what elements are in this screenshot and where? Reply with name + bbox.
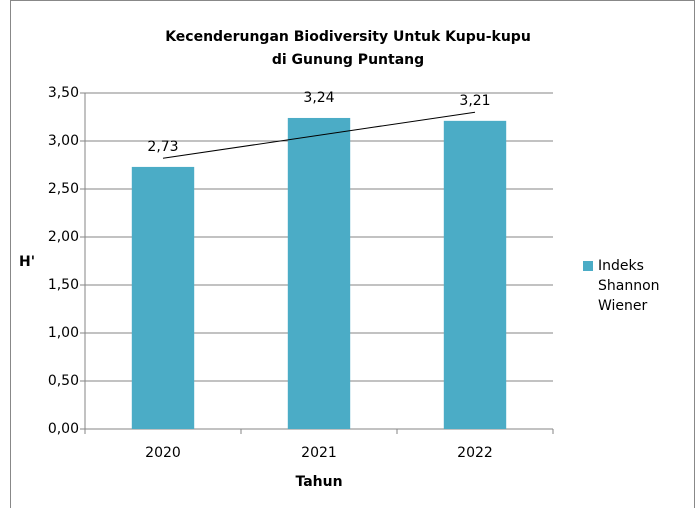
frame (10, 0, 695, 508)
bar (131, 166, 195, 430)
data-label: 2,73 (147, 139, 178, 155)
y-tick-label: 2,50 (48, 181, 79, 197)
legend: Indeks Shannon Wiener (583, 256, 678, 316)
bar (443, 120, 507, 429)
x-tick-label: 2022 (457, 445, 493, 461)
legend-swatch (583, 261, 593, 271)
y-tick-label: 3,00 (48, 133, 79, 149)
y-tick-label: 1,00 (48, 325, 79, 341)
trendline (162, 111, 476, 159)
data-label: 3,24 (303, 90, 334, 106)
bar (287, 117, 351, 430)
y-tick-label: 3,50 (48, 85, 79, 101)
chart-title: di Gunung Puntang (272, 52, 424, 68)
y-tick-label: 2,00 (48, 229, 79, 245)
y-tick-label: 0,00 (48, 421, 79, 437)
y-tick-label: 0,50 (48, 373, 79, 389)
y-axis-label: H' (19, 254, 35, 270)
x-tick-label: 2021 (301, 445, 337, 461)
y-tick-label: 1,50 (48, 277, 79, 293)
chart-title: Kecenderungan Biodiversity Untuk Kupu-ku… (165, 29, 531, 45)
legend-label: Indeks Shannon Wiener (598, 258, 660, 314)
data-label: 3,21 (459, 93, 490, 109)
x-axis-label: Tahun (295, 474, 342, 490)
x-tick-label: 2020 (145, 445, 181, 461)
